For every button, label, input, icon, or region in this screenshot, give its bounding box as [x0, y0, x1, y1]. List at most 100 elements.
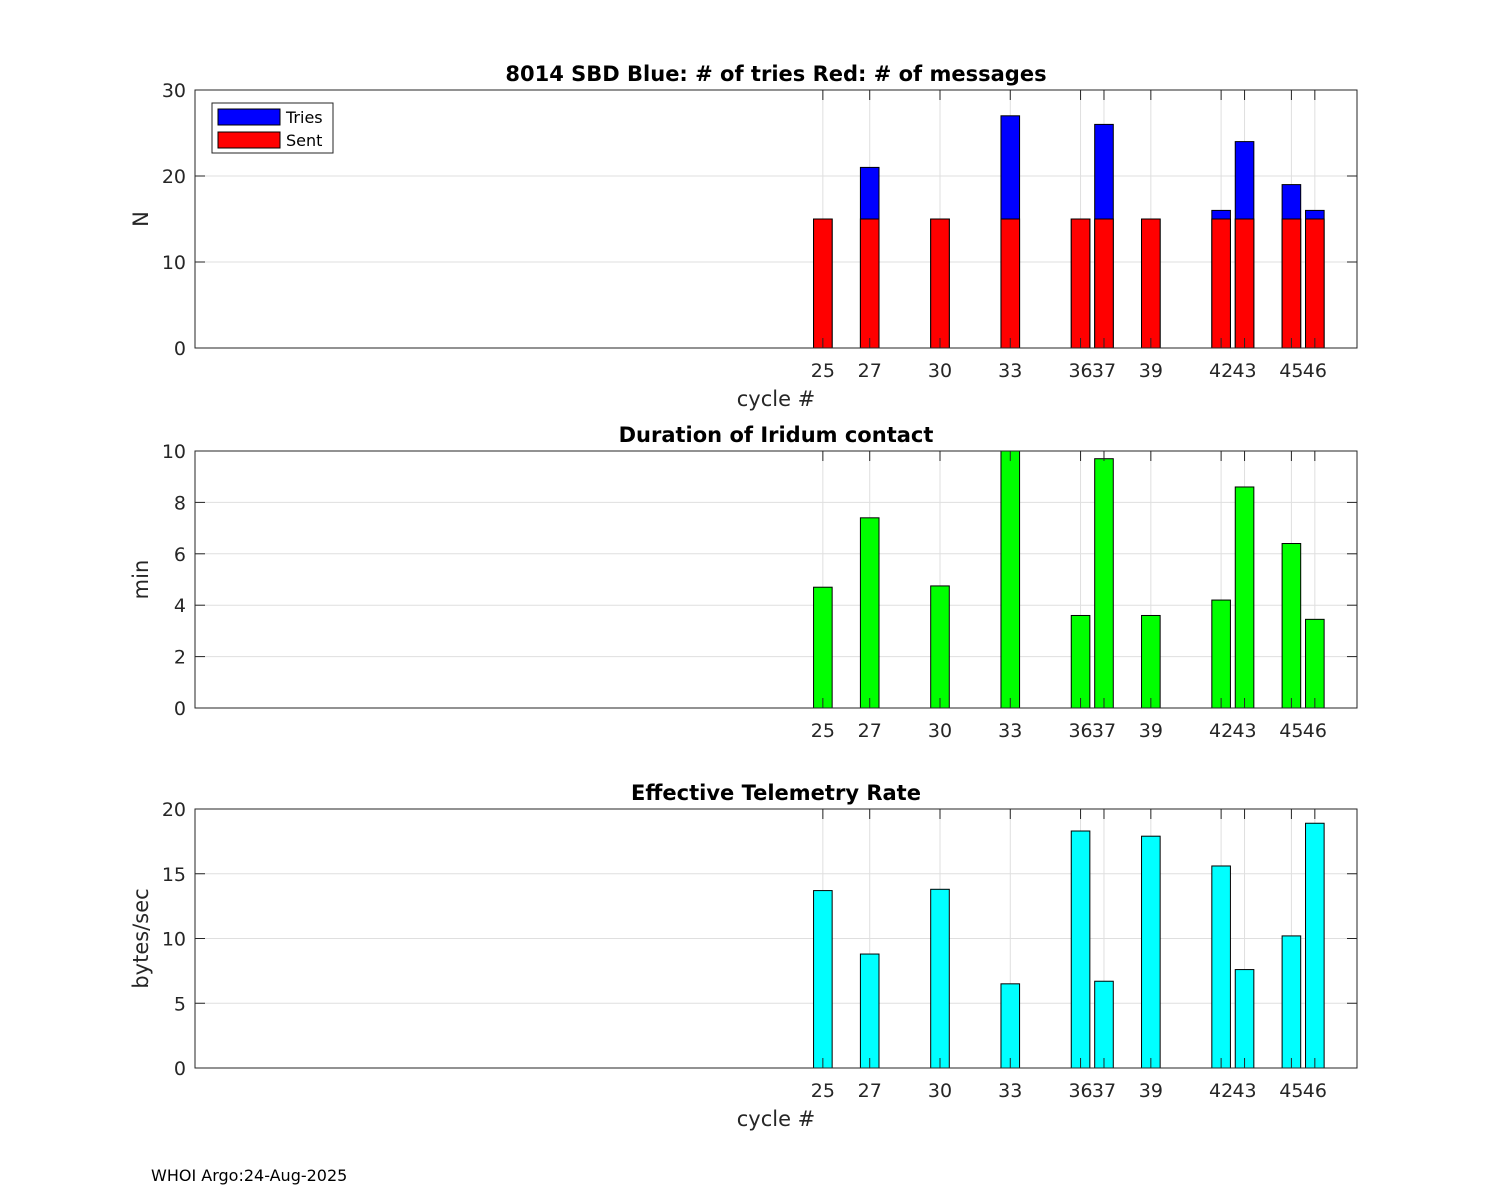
x-tick-label: 43 — [1232, 720, 1256, 742]
bar — [1211, 865, 1231, 1069]
bar — [1234, 486, 1255, 709]
x-tick-label: 37 — [1092, 1080, 1116, 1102]
legend-swatch — [217, 131, 281, 149]
y-axis-label: bytes/sec — [129, 888, 153, 988]
bar — [1281, 935, 1302, 1069]
sent-bar — [1211, 218, 1231, 349]
bar — [1000, 983, 1021, 1069]
x-tick-label: 27 — [858, 360, 882, 382]
bar — [1305, 822, 1325, 1069]
legend-swatch — [217, 108, 281, 126]
bar — [930, 585, 950, 709]
x-tick-label: 36 — [1068, 1080, 1092, 1102]
x-tick-label: 46 — [1303, 1080, 1327, 1102]
sent-bar — [1094, 218, 1114, 349]
x-tick-label: 25 — [811, 720, 835, 742]
x-tick-label: 36 — [1068, 360, 1092, 382]
sent-bar — [1305, 218, 1325, 349]
bar — [1141, 614, 1161, 709]
bar — [1094, 980, 1114, 1069]
chart-title: Duration of Iridum contact — [619, 423, 934, 447]
bar — [1070, 614, 1091, 709]
chart-title: Effective Telemetry Rate — [631, 781, 921, 805]
sent-bar — [1234, 218, 1255, 349]
x-tick-label: 45 — [1279, 720, 1303, 742]
y-tick-label: 6 — [174, 544, 186, 566]
plot-area — [195, 90, 1357, 348]
x-tick-label: 39 — [1139, 360, 1163, 382]
x-tick-label: 27 — [858, 1080, 882, 1102]
y-tick-label: 0 — [174, 1058, 186, 1080]
x-tick-label: 37 — [1092, 720, 1116, 742]
bar — [1094, 458, 1114, 709]
bar — [859, 517, 880, 709]
sent-bar — [813, 218, 833, 349]
bar — [1070, 830, 1091, 1069]
sent-bar — [1281, 218, 1302, 349]
sent-bar — [1070, 218, 1091, 349]
x-tick-label: 33 — [998, 360, 1022, 382]
x-tick-label: 33 — [998, 720, 1022, 742]
y-tick-label: 10 — [162, 441, 186, 463]
x-tick-label: 33 — [998, 1080, 1022, 1102]
y-tick-label: 0 — [174, 698, 186, 720]
y-tick-label: 8 — [174, 492, 186, 514]
x-tick-label: 30 — [928, 360, 952, 382]
bar — [1000, 450, 1021, 709]
x-axis-label: cycle # — [737, 387, 816, 411]
legend: Tries Sent — [211, 102, 334, 154]
bar — [1234, 969, 1255, 1069]
x-tick-label: 46 — [1303, 720, 1327, 742]
chart-title: 8014 SBD Blue: # of tries Red: # of mess… — [505, 62, 1046, 86]
y-tick-label: 20 — [162, 799, 186, 821]
chart-panel-3: 0 5 10 15 20 25 27 30 33 36 37 39 42 43 45 46 Effective … — [129, 781, 1358, 1131]
bar — [813, 586, 833, 709]
x-tick-label: 37 — [1092, 360, 1116, 382]
sent-bar — [930, 218, 950, 349]
bar — [1141, 835, 1161, 1069]
x-tick-label: 42 — [1209, 720, 1233, 742]
y-axis-label: min — [129, 560, 153, 600]
y-tick-label: 15 — [162, 864, 186, 886]
sent-bar — [1000, 218, 1021, 349]
x-tick-label: 25 — [811, 1080, 835, 1102]
bar — [930, 888, 950, 1069]
x-tick-label: 30 — [928, 720, 952, 742]
x-tick-label: 27 — [858, 720, 882, 742]
plot-area — [195, 451, 1357, 708]
x-tick-label: 43 — [1232, 1080, 1256, 1102]
y-tick-label: 10 — [162, 252, 186, 274]
x-tick-label: 25 — [811, 360, 835, 382]
legend-label: Sent — [286, 131, 322, 150]
y-tick-label: 20 — [162, 166, 186, 188]
y-axis-label: N — [129, 211, 153, 227]
sent-bar — [859, 218, 880, 349]
bar — [1281, 543, 1302, 709]
x-tick-label: 36 — [1068, 720, 1092, 742]
x-tick-label: 39 — [1139, 1080, 1163, 1102]
axes-box — [194, 89, 1358, 349]
x-tick-label: 46 — [1303, 360, 1327, 382]
y-tick-label: 5 — [174, 993, 186, 1015]
axes-box — [194, 450, 1358, 709]
x-tick-label: 42 — [1209, 1080, 1233, 1102]
x-tick-label: 30 — [928, 1080, 952, 1102]
x-tick-label: 45 — [1279, 360, 1303, 382]
bar — [813, 890, 833, 1069]
x-tick-label: 43 — [1232, 360, 1256, 382]
y-tick-label: 0 — [174, 338, 186, 360]
x-tick-label: 39 — [1139, 720, 1163, 742]
y-tick-label: 10 — [162, 929, 186, 951]
x-axis-label: cycle # — [737, 1107, 816, 1131]
x-tick-label: 45 — [1279, 1080, 1303, 1102]
x-tick-label: 42 — [1209, 360, 1233, 382]
bar — [1305, 618, 1325, 709]
sent-bar — [1141, 218, 1161, 349]
y-tick-label: 30 — [162, 80, 186, 102]
y-tick-label: 2 — [174, 647, 186, 669]
chart-panel-1: 0 10 20 30 25 27 30 33 36 37 39 42 43 45 46 8014 SBD Bl… — [129, 62, 1358, 411]
bar — [1211, 599, 1231, 709]
bar — [859, 953, 880, 1069]
